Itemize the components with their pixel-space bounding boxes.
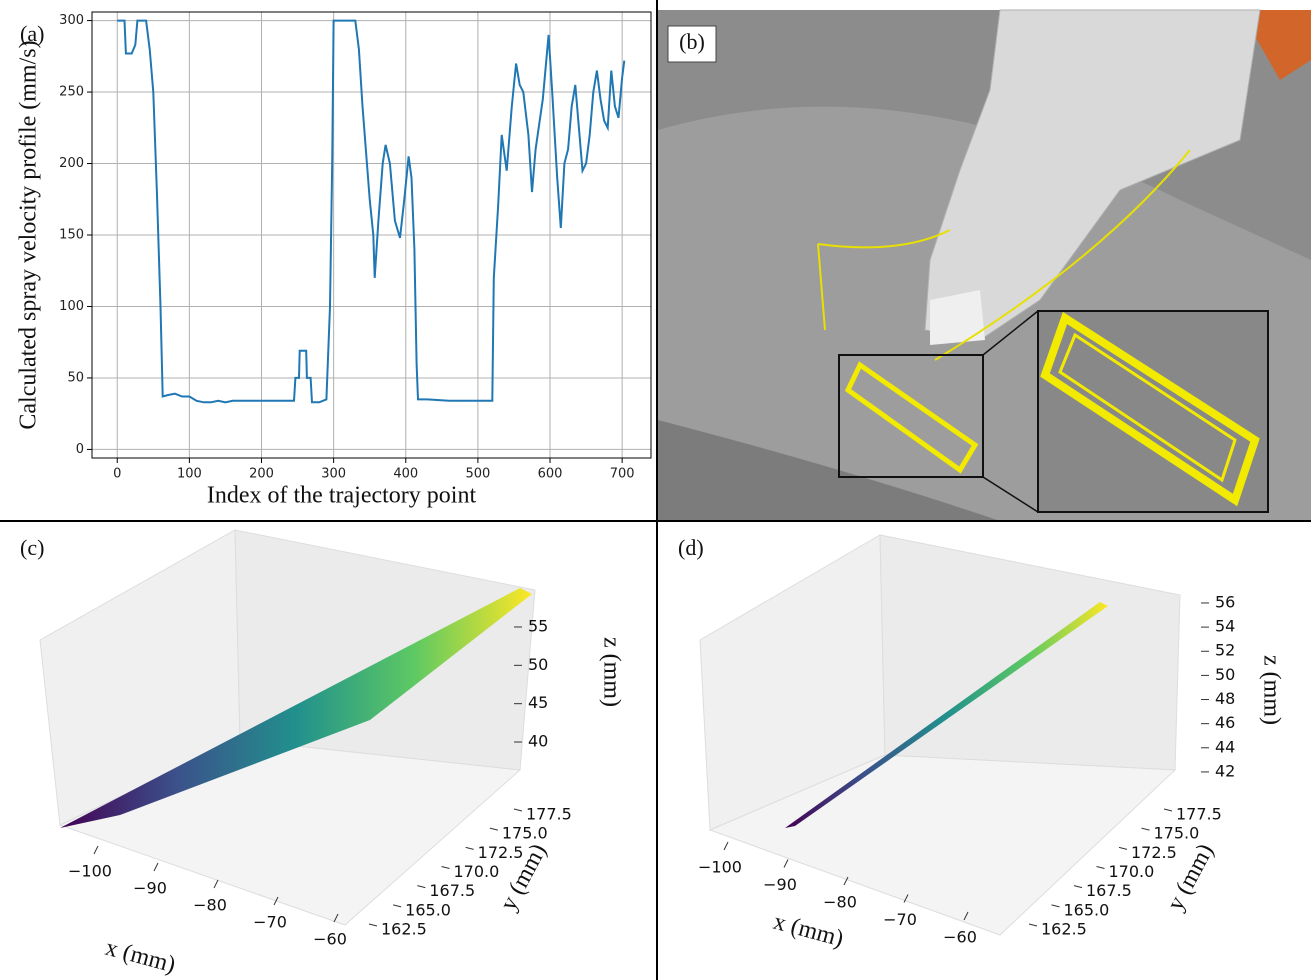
y-tick-label: 300: [59, 13, 84, 28]
x-tick-label: 400: [393, 467, 418, 482]
x-tick-label: 500: [465, 467, 490, 482]
x-tick-label: −60: [313, 930, 347, 949]
plot-frame: [91, 11, 652, 459]
y-tick-label: 250: [59, 85, 84, 100]
axes-3d-panes: [39, 529, 1181, 936]
y-tick-label: 150: [59, 228, 84, 243]
x-tick-label: −90: [763, 875, 797, 894]
x-tick-label: 0: [113, 467, 121, 482]
panel-label: (b): [679, 29, 705, 54]
z-tick-label: 56: [1215, 592, 1235, 611]
x-tick-label: 300: [321, 467, 346, 482]
y-tick: [1096, 866, 1105, 869]
x-tick: [723, 841, 729, 851]
y-tick: [393, 904, 402, 908]
z-tick-label: 46: [1215, 713, 1235, 732]
y-axis-label: Calculated spray velocity profile (mm/s): [16, 40, 42, 429]
y-tick: [368, 923, 378, 927]
x-tick-label: 700: [610, 467, 635, 482]
x-tick: [903, 894, 909, 903]
y-tick: [417, 885, 426, 889]
x-tick: [333, 913, 339, 923]
y-tick-label: 170.0: [1109, 862, 1155, 881]
y-tick-label: 167.5: [1086, 881, 1132, 900]
z-tick-label: 52: [1215, 641, 1235, 660]
y-tick-label: 172.5: [1131, 843, 1177, 862]
x-tick-label: 200: [249, 467, 274, 482]
y-tick-label: 165.0: [1064, 900, 1110, 919]
z-tick-label: 44: [1215, 737, 1235, 756]
x-tick: [93, 845, 99, 855]
y-tick: [1051, 904, 1060, 908]
z-tick-label: 50: [1215, 665, 1235, 684]
y-tick-label: 162.5: [1041, 920, 1087, 939]
y-tick: [1028, 923, 1038, 927]
x-axis-label: x (mm): [771, 909, 847, 953]
z-tick-label: 45: [528, 693, 548, 712]
panel-label: (a): [20, 21, 44, 46]
z-axis-label: z (mm): [1258, 655, 1284, 725]
y-tick: [489, 827, 498, 831]
x-tick-label: −100: [68, 862, 112, 881]
y-tick-label: 177.5: [526, 805, 572, 824]
z-tick-label: 54: [1215, 617, 1235, 636]
y-tick: [441, 866, 450, 869]
y-tick: [1141, 827, 1150, 831]
x-axis-label: x (mm): [103, 935, 179, 979]
render-scene: (b): [658, 9, 1311, 522]
y-tick: [1163, 808, 1173, 812]
x-tick: [783, 859, 789, 868]
z-axis-label: z (mm): [598, 637, 624, 707]
data-line: [117, 19, 626, 404]
x-tick-label: −70: [253, 913, 287, 932]
y-tick-label: 177.5: [1176, 805, 1222, 824]
x-tick-label: −60: [943, 928, 977, 947]
z-tick-label: 48: [1215, 689, 1235, 708]
y-tick-label: 170.0: [454, 862, 500, 881]
z-tick-label: 40: [528, 732, 548, 751]
y-tick: [465, 846, 474, 850]
y-tick-label: 50: [67, 370, 84, 385]
y-tick-label: 165.0: [405, 900, 451, 919]
panel-label: (d): [678, 535, 704, 560]
y-tick-label: 167.5: [429, 881, 475, 900]
y-tick-label: 175.0: [1154, 824, 1200, 843]
x-tick: [963, 911, 969, 921]
y-tick-label: 0: [76, 442, 84, 457]
x-axis-label: Index of the trajectory point: [207, 483, 477, 509]
y-tick-label: 175.0: [502, 824, 548, 843]
x-tick-label: −90: [133, 879, 167, 898]
y-tick-label: 100: [59, 299, 84, 314]
z-tick-label: 42: [1215, 761, 1235, 780]
y-tick: [513, 808, 523, 812]
x-tick: [843, 876, 849, 886]
y-tick-label: 162.5: [381, 920, 427, 939]
z-tick-label: 55: [528, 616, 548, 635]
y-tick: [1118, 846, 1128, 850]
panel-label: (c): [20, 535, 44, 560]
x-tick-label: −80: [193, 896, 227, 915]
z-tick-label: 50: [528, 655, 548, 674]
y-tick: [1073, 885, 1083, 889]
y-tick-label: 200: [59, 156, 84, 171]
y-tick-label: 172.5: [478, 843, 524, 862]
x-tick-label: −70: [883, 910, 917, 929]
x-tick-label: 100: [177, 467, 202, 482]
x-tick-label: −100: [698, 858, 742, 877]
x-tick: [273, 896, 279, 906]
x-tick-label: 600: [538, 467, 563, 482]
x-tick: [153, 862, 159, 872]
x-tick: [213, 879, 219, 889]
x-tick-label: −80: [823, 893, 857, 912]
